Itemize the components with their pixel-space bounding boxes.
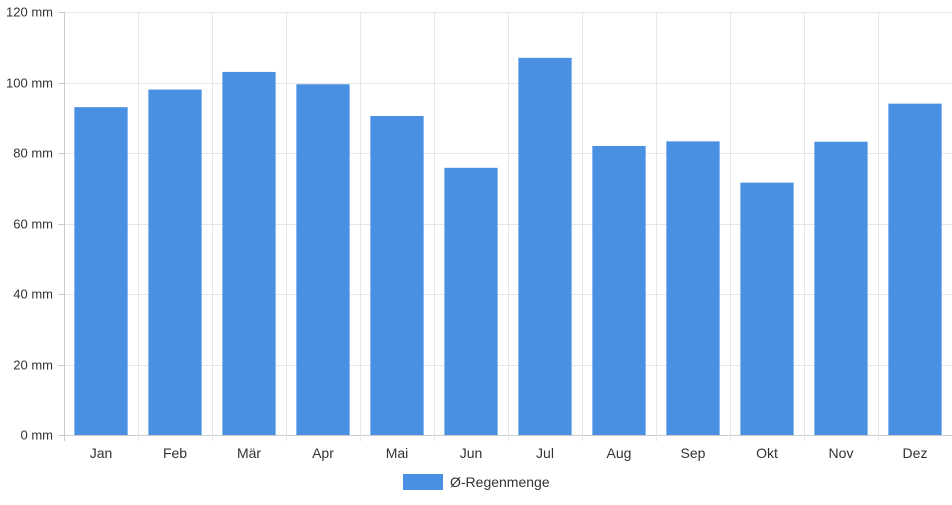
bar-sep[interactable] (666, 141, 720, 435)
bar-mär[interactable] (222, 71, 276, 436)
bars-layer (74, 57, 942, 436)
y-tick-label: 20 mm (13, 358, 53, 373)
x-tick-label: Nov (829, 445, 854, 461)
bar-okt[interactable] (740, 182, 794, 435)
x-tick-label: Okt (756, 445, 778, 461)
y-tick-label: 80 mm (13, 146, 53, 161)
x-tick-label: Apr (312, 445, 334, 461)
x-tick-label: Sep (681, 445, 706, 461)
legend-label: Ø-Regenmenge (450, 474, 550, 490)
bar-jan[interactable] (74, 107, 128, 436)
x-tick-label: Aug (607, 445, 632, 461)
y-tick-label: 120 mm (6, 5, 53, 20)
bar-apr[interactable] (296, 84, 350, 435)
bar-jun[interactable] (444, 167, 498, 435)
x-tick-label: Jun (460, 445, 483, 461)
x-tick-label: Mai (386, 445, 409, 461)
y-tick-label: 100 mm (6, 76, 53, 91)
bar-aug[interactable] (592, 145, 646, 435)
bar-dez[interactable] (888, 103, 942, 436)
x-tick-label: Jul (536, 445, 554, 461)
x-tick-label: Dez (903, 445, 928, 461)
axis-layer: 0 mm 20 mm 40 mm 60 mm 80 mm 100 mm 120 mm Jan F… (6, 5, 927, 462)
bar-feb[interactable] (148, 89, 202, 436)
legend-swatch (403, 474, 443, 490)
bar-jul[interactable] (518, 57, 572, 435)
bar-mai[interactable] (370, 115, 424, 436)
y-tick-label: 0 mm (21, 428, 54, 443)
bar-nov[interactable] (814, 141, 868, 435)
y-tick-label: 60 mm (13, 217, 53, 232)
grid-layer (64, 12, 952, 441)
x-tick-label: Feb (163, 445, 187, 461)
y-tick-label: 40 mm (13, 287, 53, 302)
x-tick-label: Mär (237, 445, 261, 461)
legend[interactable]: Ø-Regenmenge (403, 474, 550, 490)
x-tick-label: Jan (90, 445, 113, 461)
